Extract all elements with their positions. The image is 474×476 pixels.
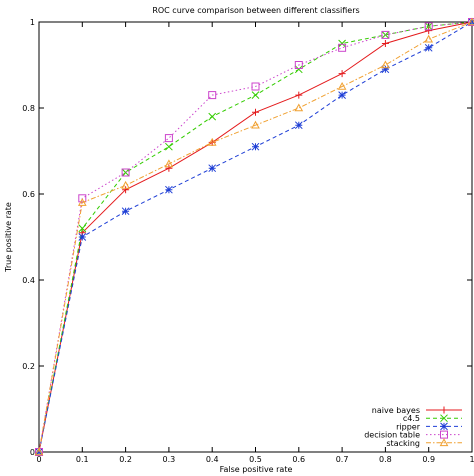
data-point-ripper (381, 65, 390, 74)
legend-label: ripper (396, 422, 421, 431)
data-point-naive-bayes (122, 186, 130, 194)
data-point-naive-bayes (165, 164, 173, 172)
data-point-stacking (294, 103, 304, 112)
x-tick-label: 0.7 (336, 455, 349, 464)
series-line-decision-table (38, 21, 473, 453)
series-decision-table (35, 18, 474, 456)
data-point-ripper (165, 185, 173, 194)
series-c4-5 (35, 18, 474, 456)
data-point-decision-table (338, 43, 347, 52)
data-point-ripper (121, 207, 130, 216)
x-tick-label: 0.6 (292, 455, 305, 464)
data-point-decision-table (251, 82, 260, 91)
legend-marker-naive-bayes (440, 406, 448, 414)
data-point-stacking (207, 137, 217, 146)
data-point-c4-5 (121, 168, 130, 177)
data-point-decision-table (164, 134, 173, 143)
data-point-stacking (424, 34, 434, 43)
data-point-naive-bayes (338, 70, 346, 78)
data-point-decision-table (208, 91, 217, 100)
legend-marker-decision-table (440, 430, 448, 439)
x-tick-label: 0.8 (379, 455, 392, 464)
data-point-stacking (251, 120, 260, 129)
data-point-naive-bayes (295, 91, 303, 99)
data-point-stacking (121, 180, 130, 189)
data-point-ripper (208, 164, 217, 173)
x-tick-label: 0.4 (206, 455, 219, 464)
data-point-c4-5 (165, 142, 173, 151)
y-tick-label: 0.8 (22, 104, 35, 113)
series-ripper (35, 18, 474, 456)
y-tick-label: 0 (30, 448, 35, 457)
series-line-stacking (38, 21, 473, 453)
legend-item-stacking: stacking (386, 438, 462, 448)
series-stacking (34, 17, 474, 456)
data-point-decision-table (78, 194, 87, 203)
legend-marker-stacking (439, 438, 449, 447)
x-tick-label: 1 (469, 455, 474, 464)
data-point-ripper (78, 233, 87, 241)
axis-ticks: 0 0.1 0.2 0.3 0.4 0.5 0.6 0.7 0.8 0.9 1 0 0.2 0.4 0.6 0… (22, 18, 474, 464)
legend-label: naive bayes (372, 406, 420, 415)
legend-item-naive-bayes: naive bayes (372, 406, 462, 415)
legend-item-ripper: ripper (396, 422, 462, 431)
x-axis-title: False positive rate (220, 465, 293, 474)
y-axis-title: True positive rate (4, 202, 13, 273)
data-point-stacking (34, 447, 44, 456)
legend-label: stacking (386, 439, 420, 448)
y-tick-label: 0.6 (22, 190, 35, 199)
data-point-naive-bayes (381, 40, 389, 47)
y-tick-label: 1 (30, 18, 35, 27)
x-tick-label: 0.9 (422, 455, 435, 464)
data-point-decision-table (121, 168, 130, 177)
data-point-c4-5 (338, 39, 346, 48)
x-tick-label: 0.5 (249, 455, 262, 464)
legend-item-c4-5: c4.5 (403, 414, 462, 423)
data-point-c4-5 (78, 224, 87, 233)
y-tick-label: 0.2 (22, 362, 35, 371)
data-point-c4-5 (208, 112, 217, 121)
data-point-stacking (77, 198, 87, 206)
legend-label: c4.5 (403, 414, 420, 423)
legend-marker-ripper (440, 422, 448, 431)
data-point-ripper (338, 91, 346, 99)
data-point-ripper (251, 142, 260, 151)
data-point-decision-table (381, 30, 390, 39)
data-point-stacking (381, 60, 390, 69)
data-point-ripper (424, 43, 433, 52)
legend-marker-c4-5 (440, 414, 448, 423)
x-tick-label: 0.2 (119, 455, 132, 464)
chart-title: ROC curve comparison between different c… (152, 6, 359, 15)
legend-label: decision table (364, 431, 420, 440)
legend-item-decision-table: decision table (364, 430, 462, 440)
data-point-stacking (337, 81, 347, 90)
data-point-c4-5 (294, 65, 303, 74)
data-point-naive-bayes (252, 108, 259, 116)
data-point-decision-table (424, 22, 433, 31)
data-point-stacking (164, 159, 174, 168)
data-point-c4-5 (251, 91, 260, 99)
data-point-naive-bayes (425, 27, 433, 35)
x-tick-label: 0.3 (163, 455, 176, 464)
y-tick-label: 0.4 (22, 276, 35, 285)
x-tick-label: 0.1 (76, 455, 89, 464)
series-naive-bayes (35, 18, 474, 456)
data-point-ripper (294, 121, 303, 130)
data-point-decision-table (294, 61, 303, 69)
x-tick-label: 0 (36, 455, 41, 464)
series-layer (34, 17, 474, 456)
